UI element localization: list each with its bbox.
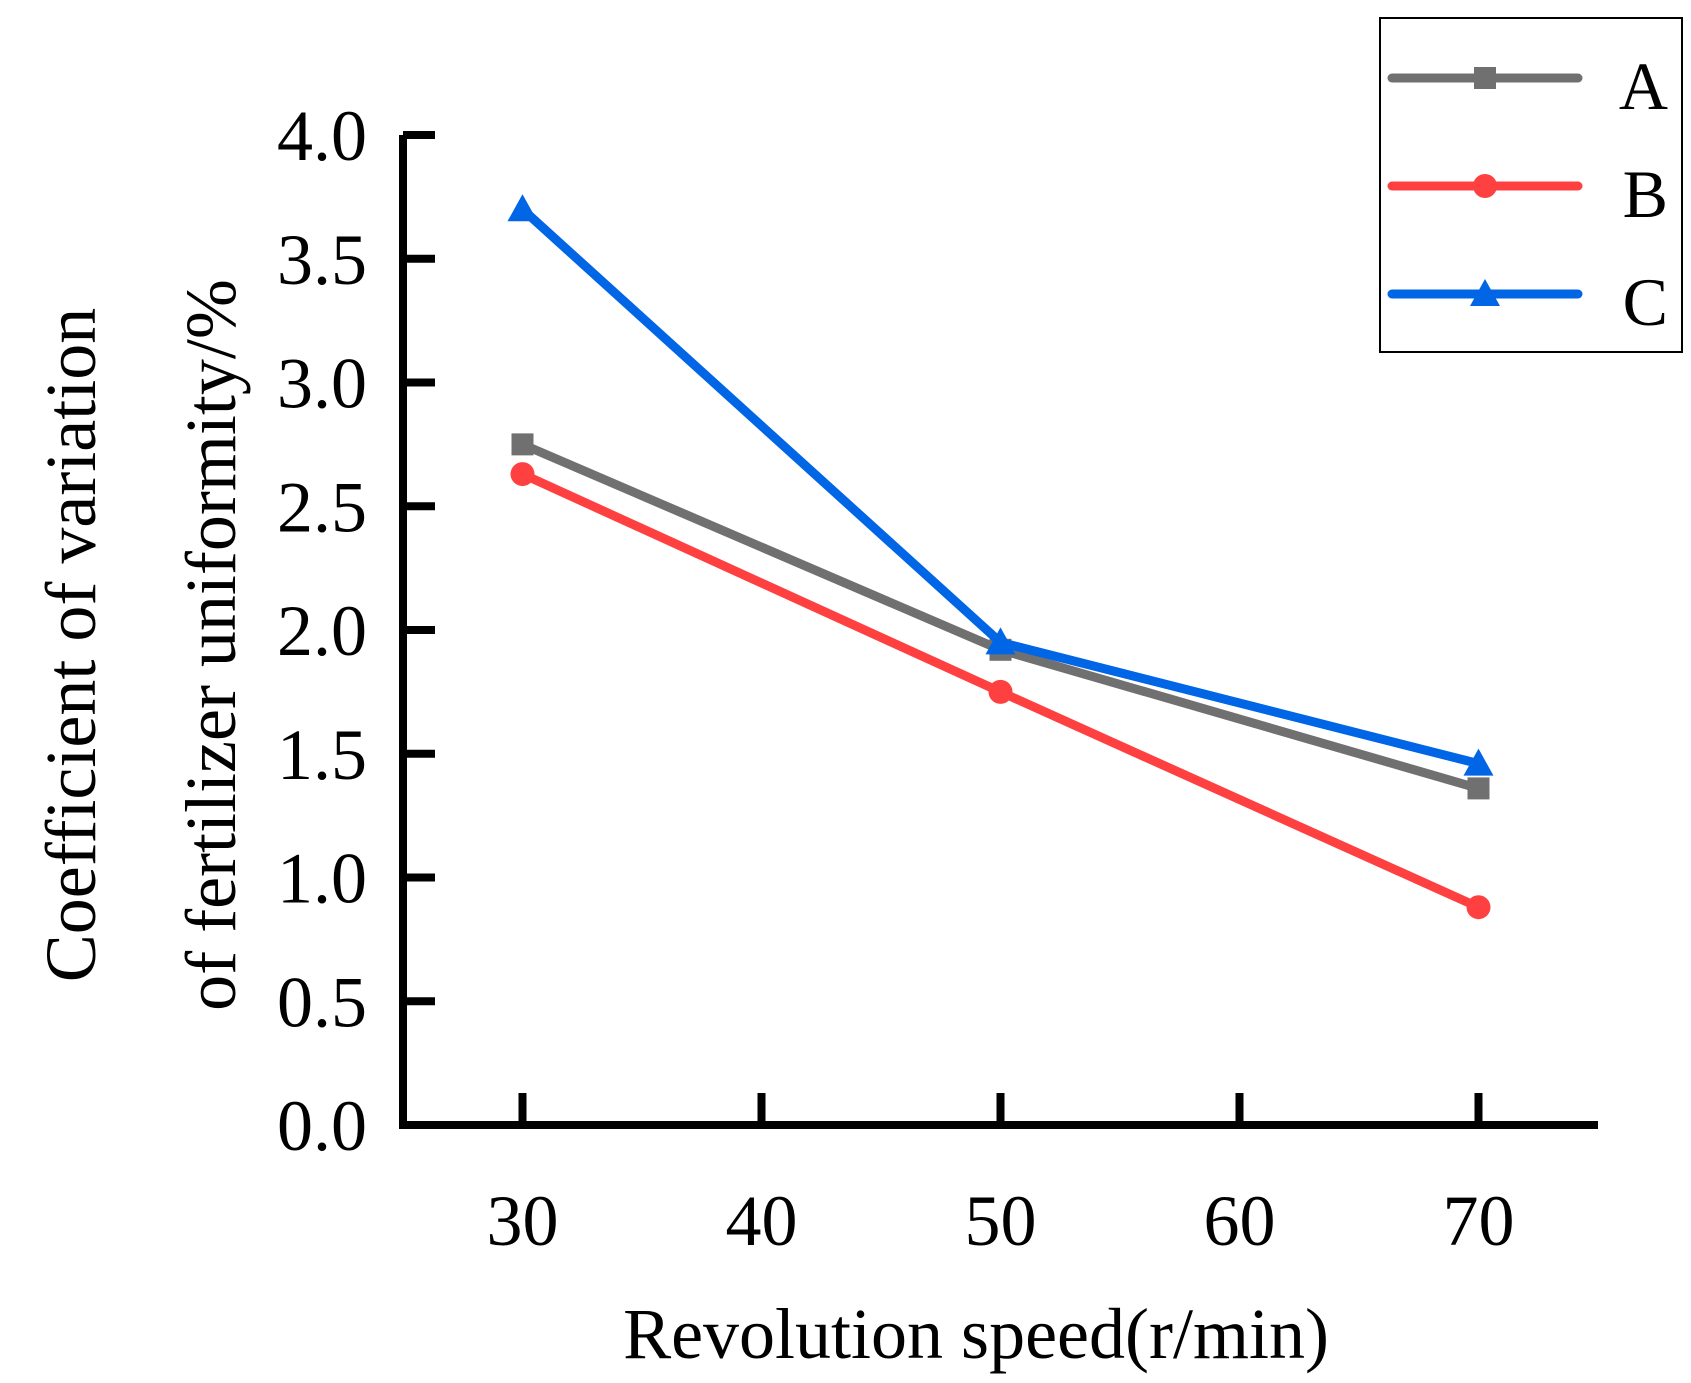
y-axis-title-line-2: of fertilizer uniformity/%	[171, 279, 251, 1011]
series-a-line	[518, 439, 1483, 793]
series-c	[507, 194, 1494, 776]
y-tick-label: 3.5	[277, 220, 367, 300]
series-c-point	[1463, 748, 1494, 776]
y-tick-label: 0.0	[277, 1086, 367, 1166]
y-tick-label: 1.0	[277, 839, 367, 919]
series-a-point	[1467, 777, 1490, 800]
legend-item-c: C	[1387, 264, 1668, 340]
series-b-point	[510, 462, 535, 487]
legend-label-c: C	[1623, 264, 1668, 340]
legend-marker-a	[1474, 67, 1496, 89]
y-tick-label: 2.0	[277, 591, 367, 671]
series-b-point	[1466, 895, 1491, 920]
y-axis-title-line-1: Coefficient of variation	[31, 308, 111, 982]
series-c-point	[507, 194, 538, 222]
y-axis-title: Coefficient of variation of fertilizer u…	[31, 279, 251, 1011]
series-b	[510, 462, 1491, 920]
series-b-point	[988, 679, 1013, 704]
legend: ABC	[1379, 17, 1683, 353]
legend-item-b: B	[1387, 156, 1668, 232]
y-tick-label: 3.0	[277, 344, 367, 424]
legend-label-a: A	[1619, 48, 1668, 124]
y-tick-label: 2.5	[277, 467, 367, 547]
x-tick-label: 50	[965, 1181, 1037, 1261]
legend-marker-b	[1473, 174, 1497, 198]
x-tick-label: 70	[1443, 1181, 1515, 1261]
y-tick-label: 0.5	[277, 962, 367, 1042]
x-tick-label: 40	[726, 1181, 798, 1261]
series-a-point	[511, 433, 534, 456]
series-a	[511, 433, 1490, 800]
y-tick-label: 4.0	[277, 96, 367, 176]
x-axis-title: Revolution speed(r/min)	[623, 1294, 1329, 1374]
legend-label-b: B	[1623, 156, 1668, 232]
axes: 0.0 0.5 1.0 1.5 2.0 2.5 3.0 3.5 4.0 30 40 50 60 70	[277, 96, 1598, 1261]
legend-item-a: A	[1387, 48, 1668, 124]
series-c-point	[985, 627, 1016, 655]
x-tick-label: 30	[487, 1181, 559, 1261]
legend-marker-c	[1470, 279, 1500, 306]
series-group	[507, 194, 1494, 920]
y-tick-label: 1.5	[277, 715, 367, 795]
x-tick-label: 60	[1204, 1181, 1276, 1261]
